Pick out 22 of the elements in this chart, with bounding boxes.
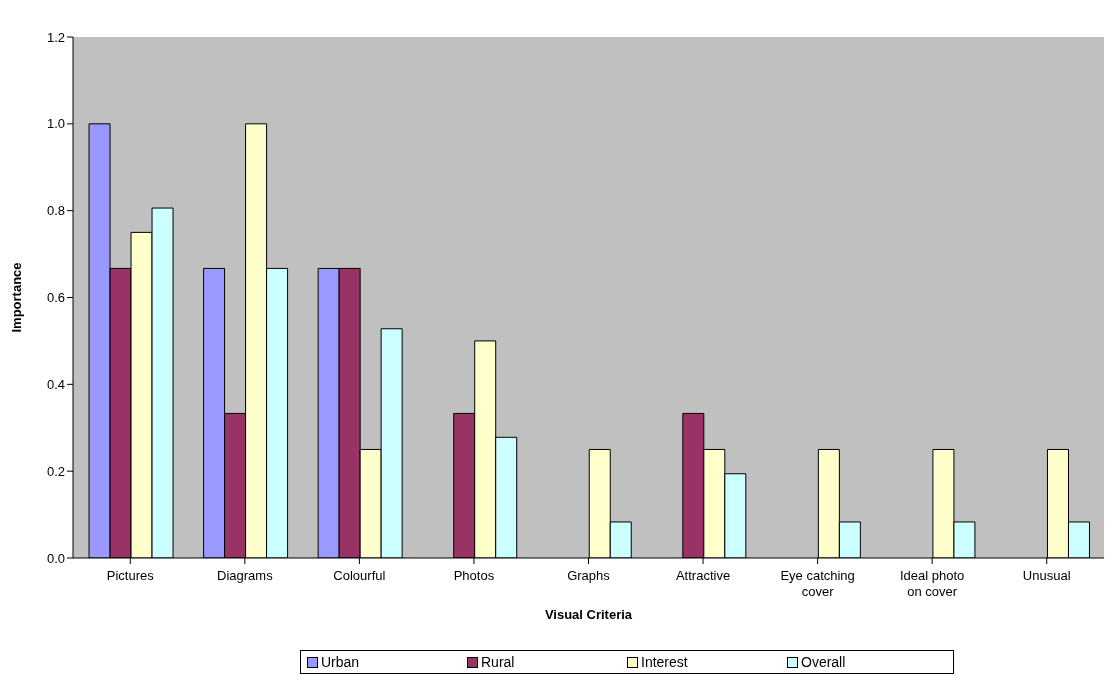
y-tick-label: 1.0 [46,116,65,132]
x-tick-label: Attractive [675,568,731,583]
legend-label: Overall [801,654,846,670]
legend-label: Urban [321,654,360,670]
y-tick-label: 0.0 [46,550,65,566]
x-tick-label: Unusual [1022,568,1071,583]
y-tick-label: 0.4 [46,376,65,392]
x-tick-label: Ideal photo on cover [899,568,965,599]
x-tick-label: Graphs [567,568,611,583]
x-tick-label: Pictures [106,568,155,583]
legend-label: Rural [481,654,515,670]
x-tick-label: Diagrams [217,568,274,583]
legend-label: Interest [641,654,688,670]
x-tick-label: Colourful [333,568,386,583]
y-tick-label: 0.6 [46,290,65,306]
x-tick-label: Eye catching cover [780,568,855,599]
x-tick-label: Photos [453,568,495,583]
y-axis-title: Importance [8,262,24,333]
y-tick-label: 0.2 [46,463,65,479]
x-axis-title: Visual Criteria [544,607,633,623]
y-tick-label: 1.2 [46,29,65,45]
y-tick-label: 0.8 [46,203,65,219]
